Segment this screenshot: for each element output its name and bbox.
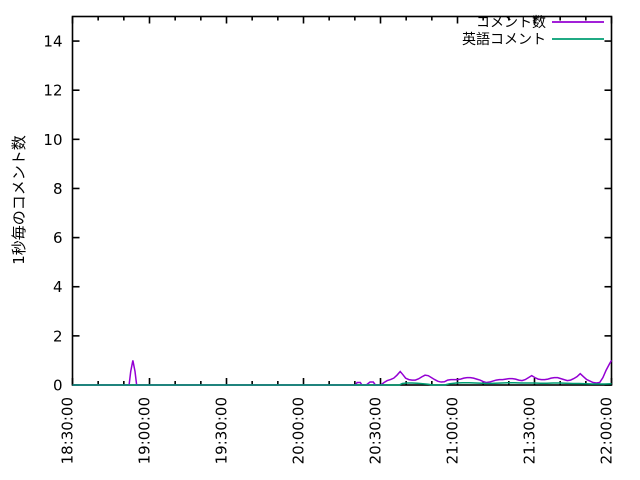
y-tick-label: 14 [43, 33, 62, 51]
data-series-layer [72, 360, 613, 386]
series-line-comment-count [72, 360, 613, 386]
x-axis-tick-labels: 18:30:00 19:00:00 19:30:00 20:00:00 20:30:00… [59, 397, 616, 464]
legend-label-english-comment: 英語コメント [462, 31, 546, 48]
y-tick-label: 10 [43, 131, 62, 149]
y-axis-ticks [72, 40, 612, 386]
y-tick-label: 6 [53, 229, 63, 247]
x-tick-label: 18:30:00 [59, 397, 77, 464]
x-tick-label: 21:30:00 [521, 397, 539, 464]
y-axis-tick-labels: 0 2 4 6 8 10 12 14 [43, 33, 62, 395]
x-tick-label: 20:30:00 [367, 397, 385, 464]
y-tick-label: 0 [53, 377, 63, 395]
y-tick-label: 2 [53, 327, 63, 345]
series-line-english-comment [72, 382, 612, 386]
x-tick-label: 19:30:00 [213, 397, 231, 464]
y-tick-label: 12 [43, 82, 62, 100]
y-tick-label: 4 [53, 278, 63, 296]
x-tick-label: 22:00:00 [598, 397, 616, 464]
x-tick-label: 19:00:00 [136, 397, 154, 464]
legend-label-comment-count: コメント数 [476, 15, 546, 31]
x-tick-label: 21:00:00 [444, 397, 462, 464]
chart-legend: コメント数 英語コメント [462, 15, 604, 48]
x-tick-label: 20:00:00 [290, 397, 308, 464]
y-axis-title: 1秒毎のコメント数 [10, 135, 28, 265]
x-axis-ticks [71, 16, 613, 385]
y-tick-label: 8 [53, 180, 63, 198]
